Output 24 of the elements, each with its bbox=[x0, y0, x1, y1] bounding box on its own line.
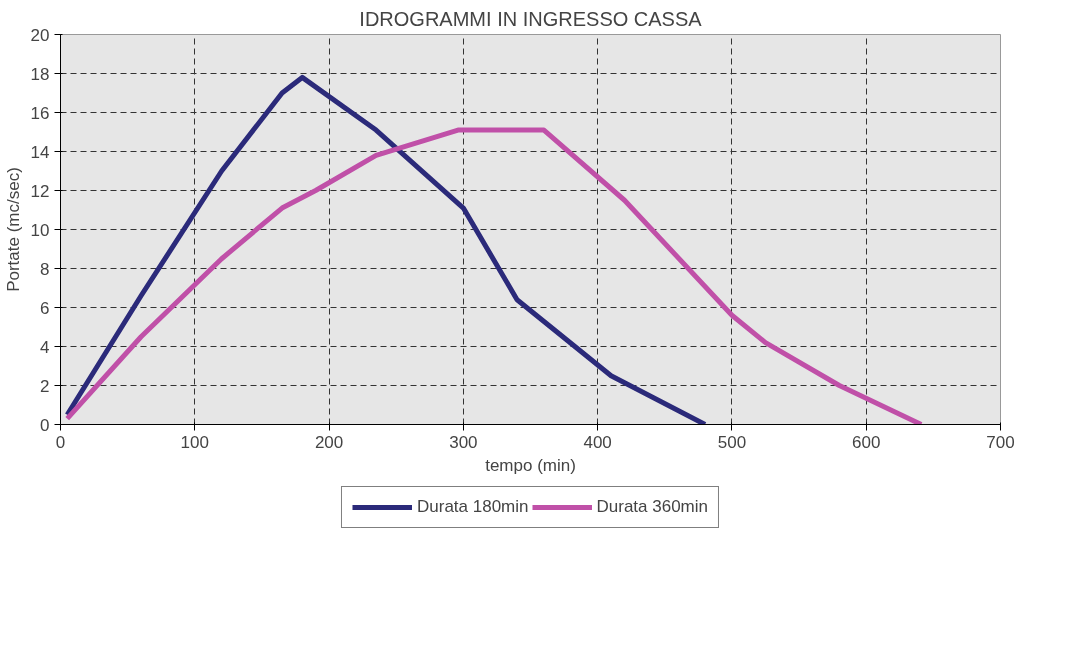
y-axis-title: Portate (mc/sec) bbox=[3, 167, 23, 292]
y-tick-label: 14 bbox=[30, 142, 50, 162]
x-tick-label: 600 bbox=[852, 432, 881, 452]
y-tick-label: 2 bbox=[40, 376, 50, 396]
y-tick-label: 12 bbox=[30, 181, 50, 201]
x-tick-label: 500 bbox=[717, 432, 747, 452]
y-tick-label: 4 bbox=[40, 337, 50, 357]
y-tick-label: 0 bbox=[40, 415, 50, 435]
y-tick-label: 6 bbox=[40, 298, 50, 318]
y-tick-label: 20 bbox=[30, 25, 50, 45]
x-tick-label: 200 bbox=[314, 432, 344, 452]
x-tick-label: 700 bbox=[986, 432, 1015, 452]
y-tick-label: 16 bbox=[30, 103, 50, 123]
legend-label: Durata 180min bbox=[416, 497, 529, 517]
chart-title: IDROGRAMMI IN INGRESSO CASSA bbox=[359, 7, 703, 30]
y-tick-label: 18 bbox=[30, 64, 50, 84]
legend-label: Durata 360min bbox=[596, 497, 709, 517]
y-tick-label: 8 bbox=[40, 259, 50, 279]
y-tick-label: 10 bbox=[30, 220, 50, 240]
x-tick-label: 100 bbox=[180, 432, 209, 452]
x-tick-label: 300 bbox=[449, 432, 478, 452]
x-axis-title: tempo (min) bbox=[485, 455, 576, 475]
x-tick-label: 400 bbox=[583, 432, 612, 452]
x-tick-label: 0 bbox=[55, 432, 66, 452]
